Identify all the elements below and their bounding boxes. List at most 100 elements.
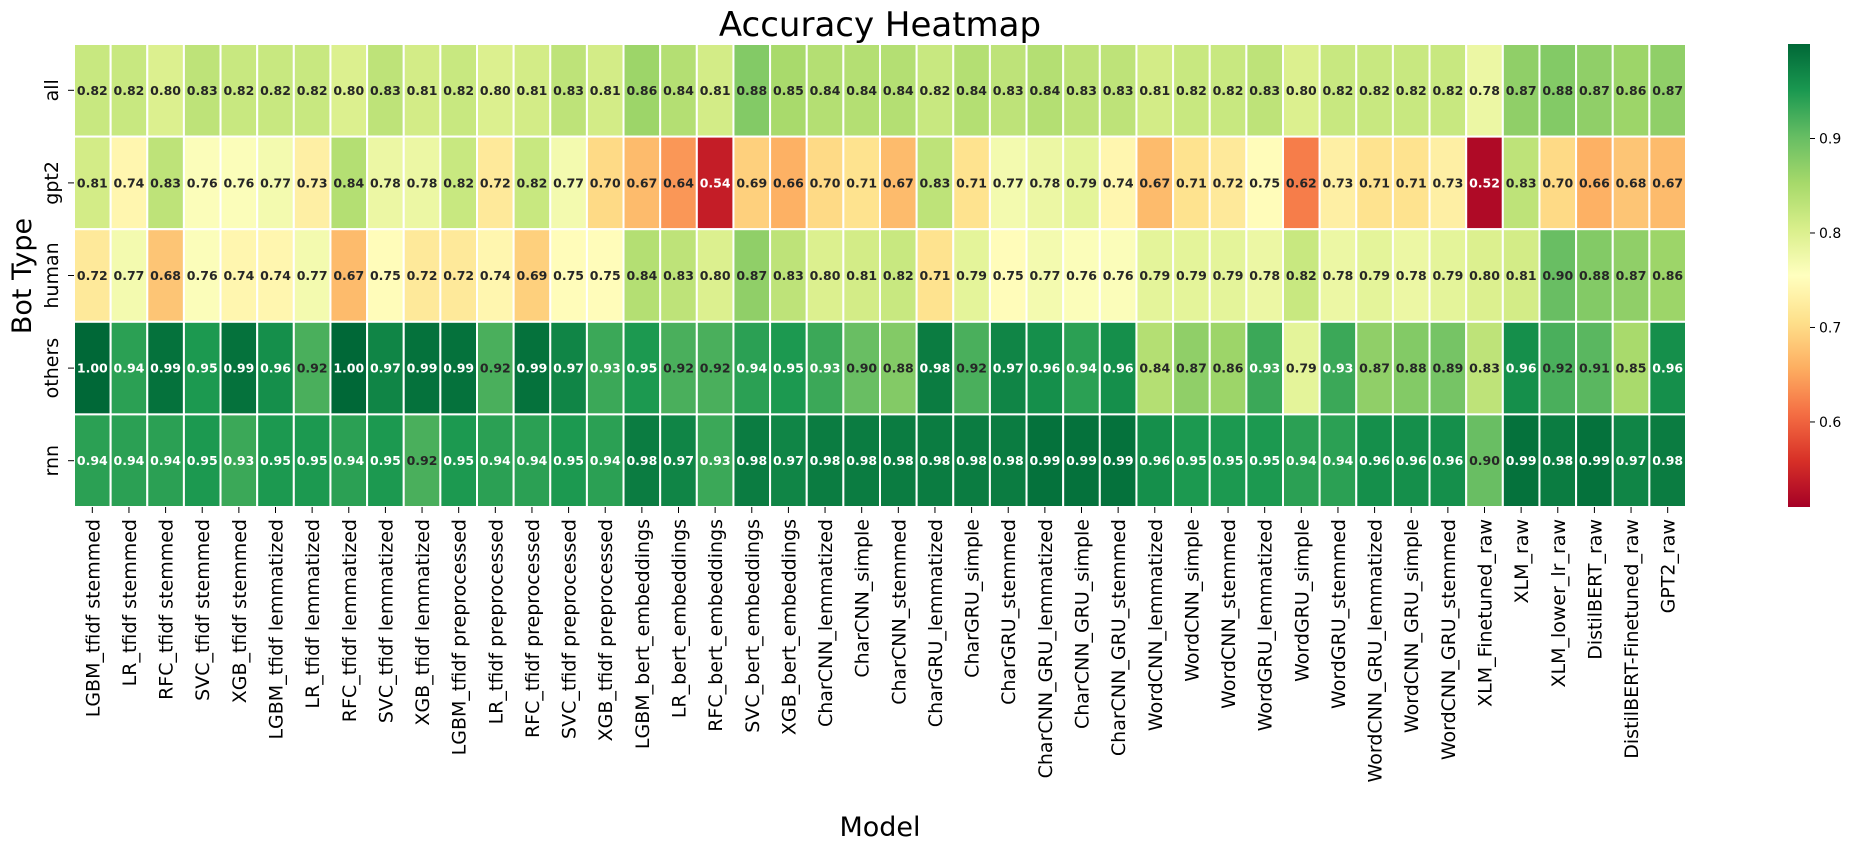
cell-value-label: 0.78 bbox=[1029, 175, 1060, 190]
column-label: LGBM_tfidf stemmed bbox=[82, 519, 104, 717]
colorbar-tick-label: 0.7 bbox=[1819, 320, 1841, 336]
cell-value-label: 0.74 bbox=[114, 175, 145, 190]
cell-value-label: 0.99 bbox=[150, 361, 181, 376]
heatmap-cell bbox=[182, 135, 222, 231]
cell-value-label: 0.95 bbox=[626, 361, 657, 376]
heatmap-cell bbox=[402, 320, 442, 416]
cell-value-label: 0.99 bbox=[407, 361, 438, 376]
cell-value-label: 0.99 bbox=[223, 361, 254, 376]
cell-value-label: 0.79 bbox=[1139, 268, 1170, 283]
heatmap-cell bbox=[1135, 320, 1175, 416]
cell-value-label: 0.93 bbox=[810, 361, 841, 376]
heatmap-cell bbox=[109, 320, 149, 416]
cell-value-label: 0.83 bbox=[1506, 175, 1537, 190]
cell-value-label: 0.79 bbox=[956, 268, 987, 283]
cell-value-label: 0.82 bbox=[1176, 83, 1207, 98]
heatmap-cell bbox=[879, 320, 918, 416]
heatmap-cell bbox=[1538, 228, 1578, 323]
cell-value-label: 0.81 bbox=[517, 83, 548, 98]
heatmap-cell bbox=[1538, 135, 1578, 231]
heatmap-cell bbox=[769, 228, 808, 323]
heatmap-cell bbox=[1538, 413, 1578, 508]
cell-value-label: 0.92 bbox=[956, 361, 987, 376]
heatmap-cell bbox=[1208, 228, 1248, 323]
cell-value-label: 0.88 bbox=[1542, 83, 1573, 98]
heatmap-cell bbox=[988, 413, 1028, 508]
cell-value-label: 0.75 bbox=[553, 268, 584, 283]
cell-value-label: 0.83 bbox=[993, 83, 1024, 98]
cell-value-label: 0.82 bbox=[1323, 83, 1354, 98]
heatmap-cell bbox=[1355, 413, 1394, 508]
cell-value-label: 0.82 bbox=[920, 83, 951, 98]
cell-value-label: 0.81 bbox=[1506, 268, 1537, 283]
cell-value-label: 0.92 bbox=[700, 361, 731, 376]
cell-value-label: 0.97 bbox=[993, 361, 1024, 376]
cell-value-label: 0.87 bbox=[1506, 83, 1537, 98]
heatmap-cell bbox=[1611, 228, 1651, 323]
heatmap-cell bbox=[1648, 135, 1688, 231]
cell-value-label: 0.73 bbox=[297, 175, 328, 190]
heatmap-cell bbox=[402, 43, 442, 138]
row-label: gpt2 bbox=[41, 161, 63, 205]
cell-value-label: 0.83 bbox=[920, 175, 951, 190]
heatmap-cell bbox=[366, 135, 405, 231]
heatmap-cell bbox=[1245, 228, 1285, 323]
cell-value-label: 0.82 bbox=[77, 83, 108, 98]
cell-value-label: 0.78 bbox=[1469, 83, 1500, 98]
cell-value-label: 0.76 bbox=[223, 175, 254, 190]
cell-value-label: 0.75 bbox=[1249, 175, 1280, 190]
cell-value-label: 0.83 bbox=[553, 83, 584, 98]
cell-value-label: 0.95 bbox=[187, 453, 218, 468]
column-label: LGBM_tfidf lemmatized bbox=[266, 519, 288, 740]
heatmap-cell bbox=[1648, 320, 1688, 416]
cell-value-label: 0.81 bbox=[407, 83, 438, 98]
cell-value-label: 0.87 bbox=[1359, 361, 1390, 376]
column-label: WordCNN_simple bbox=[1181, 519, 1203, 682]
colorbar-tick-label: 0.9 bbox=[1819, 131, 1841, 147]
cell-value-label: 0.67 bbox=[1652, 175, 1683, 190]
column-label: SVC_tfidf lemmatized bbox=[375, 519, 397, 723]
column-label: CharCNN_lemmatized bbox=[815, 519, 837, 727]
cell-value-label: 0.98 bbox=[920, 453, 951, 468]
heatmap-cell bbox=[695, 413, 735, 508]
row-label: all bbox=[41, 79, 63, 101]
heatmap-cell bbox=[1025, 43, 1065, 138]
cell-value-label: 0.69 bbox=[517, 268, 548, 283]
cell-value-label: 0.88 bbox=[883, 361, 914, 376]
column-label: LR_tfidf lemmatized bbox=[302, 519, 324, 709]
cell-value-label: 0.76 bbox=[187, 175, 218, 190]
cell-value-label: 0.82 bbox=[260, 83, 291, 98]
cell-value-label: 0.70 bbox=[1542, 175, 1573, 190]
heatmap-cell bbox=[476, 413, 515, 508]
cell-value-label: 0.99 bbox=[1579, 453, 1610, 468]
heatmap-cell bbox=[292, 228, 332, 323]
heatmap-cell bbox=[109, 135, 149, 231]
cell-value-label: 0.84 bbox=[1139, 361, 1170, 376]
cell-value-label: 0.78 bbox=[407, 175, 438, 190]
cell-value-label: 0.73 bbox=[1432, 175, 1463, 190]
column-label: XLM_Finetuned_raw bbox=[1475, 519, 1497, 707]
y-axis-label: Bot Type bbox=[7, 218, 38, 334]
heatmap-cell bbox=[805, 43, 845, 138]
cell-value-label: 0.78 bbox=[1396, 268, 1427, 283]
cell-value-label: 0.83 bbox=[773, 268, 804, 283]
heatmap-cell bbox=[1098, 135, 1138, 231]
cell-value-label: 0.79 bbox=[1213, 268, 1244, 283]
cell-value-label: 0.98 bbox=[883, 453, 914, 468]
cell-value-label: 0.89 bbox=[1432, 361, 1463, 376]
column-label: XLM_lower_lr_raw bbox=[1548, 519, 1570, 688]
column-labels: LGBM_tfidf stemmed LR_tfidf stemmed RFC_tf… bbox=[82, 507, 1680, 782]
heatmap-cell bbox=[1428, 413, 1468, 508]
cell-value-label: 0.86 bbox=[1616, 83, 1647, 98]
column-label: XLM_raw bbox=[1511, 519, 1533, 604]
cell-value-label: 0.72 bbox=[407, 268, 438, 283]
cell-value-label: 0.67 bbox=[883, 175, 914, 190]
cell-value-label: 0.82 bbox=[223, 83, 254, 98]
cell-value-label: 0.96 bbox=[1652, 361, 1683, 376]
cell-value-label: 0.81 bbox=[846, 268, 877, 283]
heatmap-cell bbox=[879, 135, 918, 231]
cell-value-label: 0.74 bbox=[260, 268, 291, 283]
cell-value-label: 0.98 bbox=[736, 453, 767, 468]
cell-value-label: 0.86 bbox=[626, 83, 657, 98]
cell-value-label: 0.54 bbox=[700, 175, 731, 190]
